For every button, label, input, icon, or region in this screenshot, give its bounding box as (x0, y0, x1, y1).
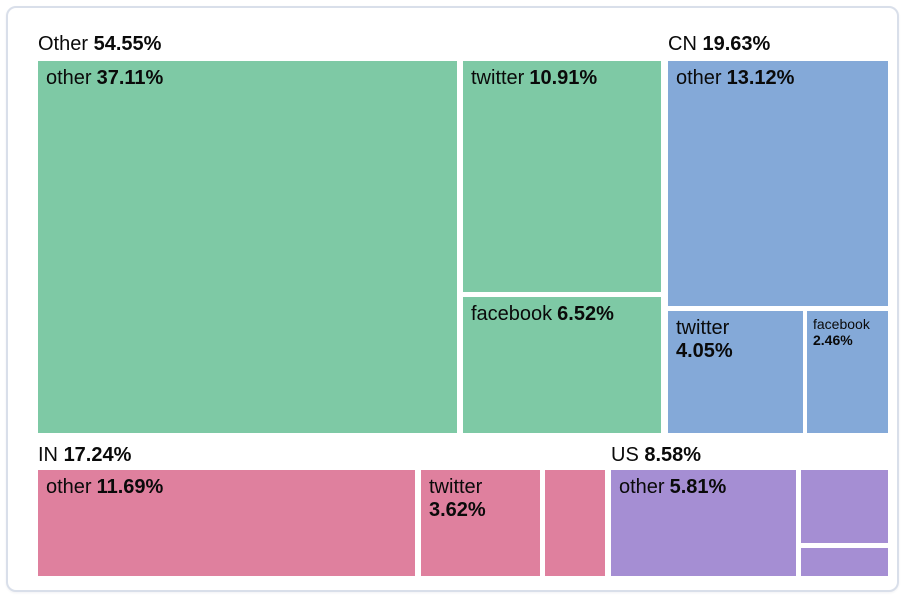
cell-percent: 13.12% (726, 67, 795, 89)
group-label-in: IN 17.24% (38, 444, 131, 466)
cell-percent: 5.81% (669, 476, 727, 498)
cell-percent: 3.62% (429, 499, 486, 521)
group-name: US (611, 444, 639, 466)
cell-percent: 2.46% (813, 332, 853, 348)
treemap-chart: Other 54.55% CN 19.63% IN 17.24% US 8.58… (8, 8, 897, 590)
chart-card: Other 54.55% CN 19.63% IN 17.24% US 8.58… (6, 6, 899, 592)
cell-percent: 4.05% (676, 340, 733, 362)
group-percent: 54.55% (93, 33, 162, 55)
group-percent: 19.63% (702, 33, 771, 55)
cell-name: facebook (813, 316, 870, 332)
group-label-other: Other 54.55% (38, 33, 161, 55)
group-label-cn: CN 19.63% (668, 33, 770, 55)
treemap-cell-us-unlabeled-2[interactable] (801, 548, 888, 576)
treemap-cell-in-unlabeled[interactable] (545, 470, 605, 576)
treemap-cell-other-facebook[interactable]: facebook 6.52% (463, 297, 661, 433)
cell-name: twitter (676, 317, 730, 339)
group-name: CN (668, 33, 697, 55)
cell-percent: 11.69% (96, 476, 164, 498)
treemap-cell-cn-facebook[interactable]: facebook 2.46% (807, 311, 888, 433)
treemap-cell-in-other[interactable]: other 11.69% (38, 470, 415, 576)
group-name: Other (38, 33, 89, 55)
cell-name: other (46, 67, 92, 89)
group-percent: 17.24% (63, 444, 132, 466)
treemap-cell-cn-other[interactable]: other 13.12% (668, 61, 888, 306)
treemap-cell-other-other[interactable]: other 37.11% (38, 61, 457, 433)
treemap-cell-us-other[interactable]: other 5.81% (611, 470, 796, 576)
cell-percent: 10.91% (529, 67, 598, 89)
group-name: IN (38, 444, 58, 466)
cell-name: twitter (429, 476, 483, 498)
cell-percent: 6.52% (557, 303, 614, 325)
cell-name: other (676, 67, 722, 89)
cell-name: other (46, 476, 92, 498)
cell-percent: 37.11% (96, 67, 164, 89)
group-percent: 8.58% (644, 444, 702, 466)
treemap-cell-other-twitter[interactable]: twitter 10.91% (463, 61, 661, 292)
treemap-cell-us-unlabeled-1[interactable] (801, 470, 888, 543)
cell-name: facebook (471, 303, 553, 325)
cell-name: twitter (471, 67, 525, 89)
treemap-cell-in-twitter[interactable]: twitter 3.62% (421, 470, 540, 576)
treemap-cell-cn-twitter[interactable]: twitter 4.05% (668, 311, 803, 433)
group-label-us: US 8.58% (611, 444, 701, 466)
cell-name: other (619, 476, 665, 498)
